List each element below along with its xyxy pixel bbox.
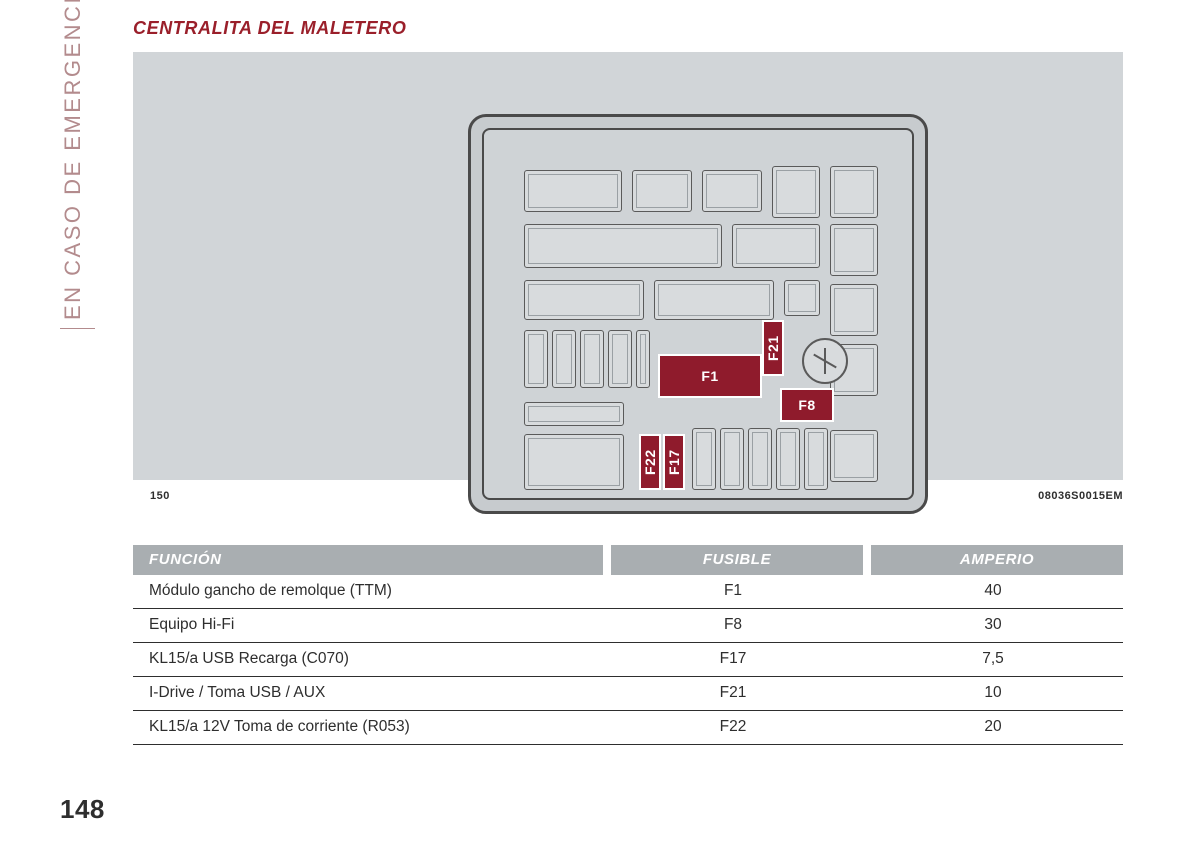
fusebox-slot	[692, 428, 716, 490]
fusebox-slot	[720, 428, 744, 490]
table-row: KL15/a 12V Toma de corriente (R053)F2220	[133, 711, 1123, 745]
fusebox-slot	[654, 280, 774, 320]
fusebox-slot	[524, 402, 624, 426]
fusebox-slot	[552, 330, 576, 388]
section-label-rule	[60, 328, 95, 329]
fusebox-slot	[524, 224, 722, 268]
fuse-table: FUNCIÓN FUSIBLE AMPERIO Módulo gancho de…	[133, 545, 1123, 745]
table-row: I-Drive / Toma USB / AUXF2110	[133, 677, 1123, 711]
fusebox-screw-icon	[802, 338, 848, 384]
fusebox-slot	[524, 280, 644, 320]
fusebox-slot	[732, 224, 820, 268]
fusebox-slot	[524, 434, 624, 490]
fusebox-slot	[636, 330, 650, 388]
cell-funcion: KL15/a 12V Toma de corriente (R053)	[133, 711, 603, 745]
col-header-funcion: FUNCIÓN	[133, 545, 603, 575]
fuse-marker-f17: F17	[663, 434, 685, 490]
fuse-marker-f8: F8	[780, 388, 834, 422]
cell-funcion: KL15/a USB Recarga (C070)	[133, 643, 603, 677]
fusebox-slot	[580, 330, 604, 388]
fusebox-slot	[830, 224, 878, 276]
table-row: Módulo gancho de remolque (TTM)F140	[133, 575, 1123, 609]
fusebox-slot	[830, 284, 878, 336]
fusebox-slot	[772, 166, 820, 218]
cell-fusible: F1	[603, 575, 863, 609]
fuse-table-header-row: FUNCIÓN FUSIBLE AMPERIO	[133, 545, 1123, 575]
cell-funcion: Equipo Hi-Fi	[133, 609, 603, 643]
cell-amperio: 30	[863, 609, 1123, 643]
cell-fusible: F8	[603, 609, 863, 643]
cell-amperio: 10	[863, 677, 1123, 711]
manual-page: EN CASO DE EMERGENCIA CENTRALITA DEL MAL…	[0, 0, 1200, 847]
cell-funcion: I-Drive / Toma USB / AUX	[133, 677, 603, 711]
fusebox-slot	[632, 170, 692, 212]
col-header-fusible: FUSIBLE	[603, 545, 863, 575]
cell-amperio: 40	[863, 575, 1123, 609]
fusebox-slot	[524, 170, 622, 212]
fusebox-slot	[784, 280, 820, 316]
cell-fusible: F21	[603, 677, 863, 711]
fusebox-figure: F1F8F21F17F22	[133, 52, 1123, 480]
fusebox-slot	[748, 428, 772, 490]
fusebox-slot	[524, 330, 548, 388]
cell-amperio: 7,5	[863, 643, 1123, 677]
fusebox-slot	[608, 330, 632, 388]
fusebox-inner: F1 F8 F21 F17F22	[482, 128, 914, 500]
fuse-marker-f22: F22	[639, 434, 661, 490]
cell-amperio: 20	[863, 711, 1123, 745]
fuse-marker-f21: F21	[762, 320, 784, 376]
figure-number: 150	[150, 490, 170, 502]
cell-fusible: F22	[603, 711, 863, 745]
fuse-marker-f1: F1	[658, 354, 762, 398]
section-label-vertical: EN CASO DE EMERGENCIA	[60, 0, 86, 320]
table-row: Equipo Hi-FiF830	[133, 609, 1123, 643]
fusebox-slot	[776, 428, 800, 490]
fusebox-slot	[804, 428, 828, 490]
page-number: 148	[60, 794, 105, 825]
fusebox-diagram: F1 F8 F21 F17F22	[468, 114, 928, 514]
cell-fusible: F17	[603, 643, 863, 677]
figure-reference: 08036S0015EM	[1038, 490, 1123, 502]
table-row: KL15/a USB Recarga (C070)F177,5	[133, 643, 1123, 677]
page-heading: CENTRALITA DEL MALETERO	[133, 18, 406, 39]
fusebox-slot	[830, 166, 878, 218]
col-header-amperio: AMPERIO	[863, 545, 1123, 575]
fusebox-slot	[702, 170, 762, 212]
cell-funcion: Módulo gancho de remolque (TTM)	[133, 575, 603, 609]
fusebox-slot	[830, 430, 878, 482]
